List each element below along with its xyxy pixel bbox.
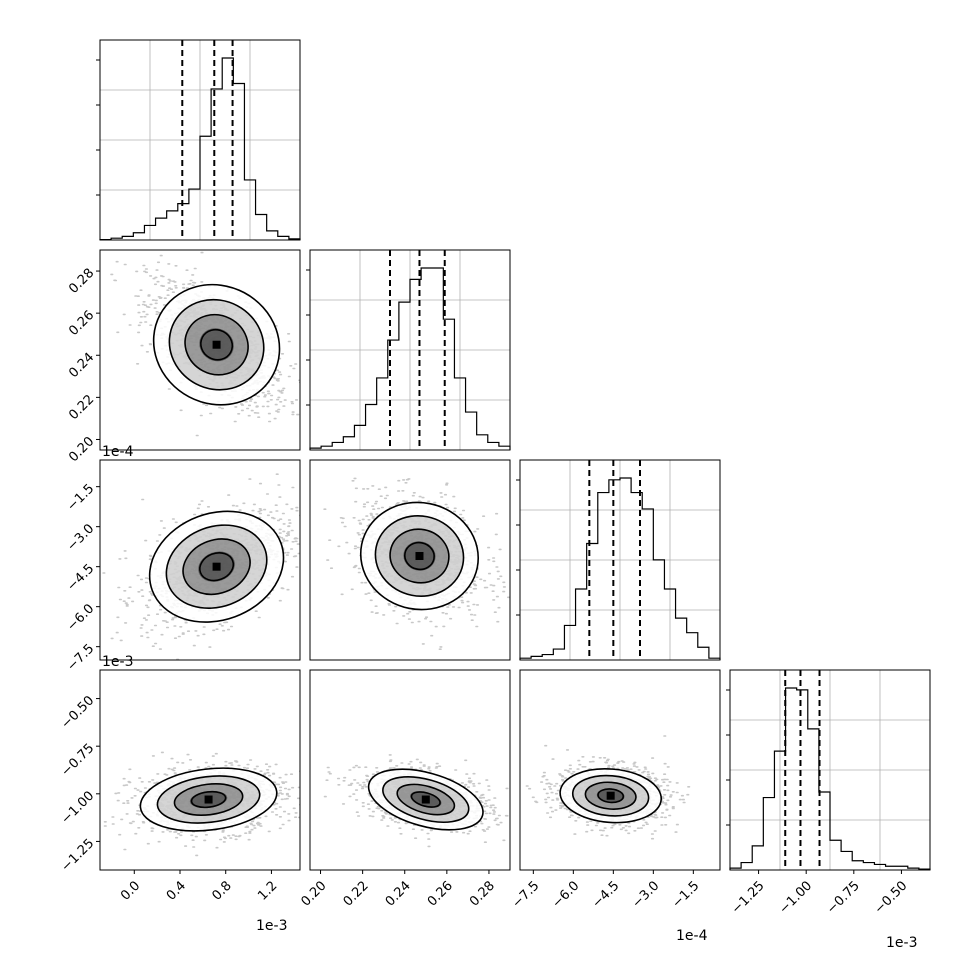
histogram-step [519, 477, 721, 660]
density-peak [415, 552, 424, 560]
contour-4 [403, 541, 435, 571]
y-tick-label: −4.5 [64, 561, 97, 594]
density-peak [204, 795, 213, 804]
scatter-panel-r2-c0 [102, 473, 300, 660]
panel-frame-r3-c3 [729, 669, 931, 871]
density-peak [606, 791, 615, 800]
contour-2 [571, 774, 650, 817]
x-tick-label: −4.5 [589, 878, 622, 911]
contour-1 [359, 501, 480, 611]
x-tick-label: 0.24 [383, 878, 414, 909]
offset-label-col-4: 1e-3 [886, 935, 917, 951]
y-tick-label: −1.00 [59, 789, 98, 828]
contour-1 [559, 768, 663, 824]
panel-frame-r3-c1 [309, 669, 511, 871]
scatter-panel-r2-c1 [323, 477, 510, 660]
y-tick-label: 0.20 [66, 434, 97, 465]
x-tick-label: 0.8 [210, 878, 235, 903]
x-tick-label: 1.2 [255, 878, 280, 903]
contour-3 [184, 313, 249, 376]
contour-3 [173, 783, 244, 816]
contour-1 [139, 767, 278, 832]
contour-2 [382, 776, 470, 824]
y-tick-label: −0.75 [59, 741, 98, 780]
x-tick-label: −0.75 [824, 878, 863, 917]
panel-frame-r2-c1 [309, 459, 511, 661]
y-tick-label: −7.5 [64, 641, 97, 674]
histogram-4 [726, 670, 931, 870]
contour-4 [190, 790, 227, 809]
panel-frame-r2-c2 [519, 459, 721, 661]
x-tick-label: 0.4 [164, 878, 189, 903]
contour-1 [152, 283, 281, 406]
x-tick-label: 0.28 [467, 878, 498, 909]
contour-3 [182, 538, 251, 596]
contour-1 [367, 768, 484, 831]
density-peak [421, 795, 430, 804]
histogram-step [99, 57, 301, 241]
histogram-3 [516, 460, 721, 660]
histogram-step [309, 267, 511, 450]
histogram-1 [96, 40, 301, 241]
contour-2 [156, 775, 261, 824]
x-tick-label: 0.20 [298, 878, 329, 909]
offset-label-col-1: 1e-3 [256, 918, 287, 934]
histogram-2 [306, 250, 511, 450]
x-tick-label: −3.0 [629, 878, 662, 911]
panel-frame-r3-c2 [519, 669, 721, 871]
x-tick-label: −1.00 [776, 878, 815, 917]
y-tick-label: 0.28 [66, 266, 97, 297]
offset-label-row-3: 1e-3 [102, 654, 133, 670]
y-tick-label: −6.0 [64, 601, 97, 634]
contour-4 [200, 328, 234, 361]
scatter-panel-r3-c1 [323, 754, 509, 848]
histogram-step [729, 687, 931, 870]
contour-3 [389, 528, 450, 584]
contour-4 [199, 552, 235, 582]
y-tick-label: −1.5 [64, 481, 97, 514]
y-tick-label: 0.24 [66, 350, 97, 381]
contour-4 [597, 788, 625, 804]
panel-frame-r1-c1 [309, 249, 511, 451]
y-tick-label: −1.25 [59, 836, 98, 875]
x-tick-label: 0.22 [341, 878, 372, 909]
density-peak [212, 562, 221, 571]
panel-frame-r1-c0 [99, 249, 301, 451]
x-tick-label: −1.25 [729, 878, 768, 917]
y-tick-label: 0.22 [66, 392, 97, 423]
contour-1 [148, 510, 285, 623]
panel-frame-r3-c0 [99, 669, 301, 871]
y-tick-label: −0.50 [59, 693, 98, 732]
y-tick-label: 0.26 [66, 308, 97, 339]
x-tick-label: 0.26 [425, 878, 456, 909]
panel-frame-r2-c0 [99, 459, 301, 661]
contour-2 [165, 524, 268, 610]
x-tick-label: −0.50 [872, 878, 911, 917]
x-tick-label: −1.5 [669, 878, 702, 911]
offset-label-col-3: 1e-4 [676, 928, 708, 944]
x-tick-label: 0.0 [118, 878, 143, 903]
offset-label-row-2: 1e-4 [102, 444, 134, 460]
contour-2 [168, 298, 265, 391]
panel-frame-r0-c0 [99, 39, 301, 241]
density-peak [212, 340, 221, 349]
scatter-panel-r1-c0 [110, 251, 300, 437]
contour-2 [374, 515, 465, 597]
scatter-panel-r3-c2 [525, 735, 691, 840]
x-tick-label: −7.5 [509, 878, 542, 911]
x-tick-label: −6.0 [549, 878, 582, 911]
contour-3 [584, 781, 637, 810]
contour-3 [396, 783, 456, 816]
y-tick-label: −3.0 [64, 521, 97, 554]
contour-4 [410, 791, 441, 808]
scatter-panel-r3-c0 [103, 751, 300, 857]
